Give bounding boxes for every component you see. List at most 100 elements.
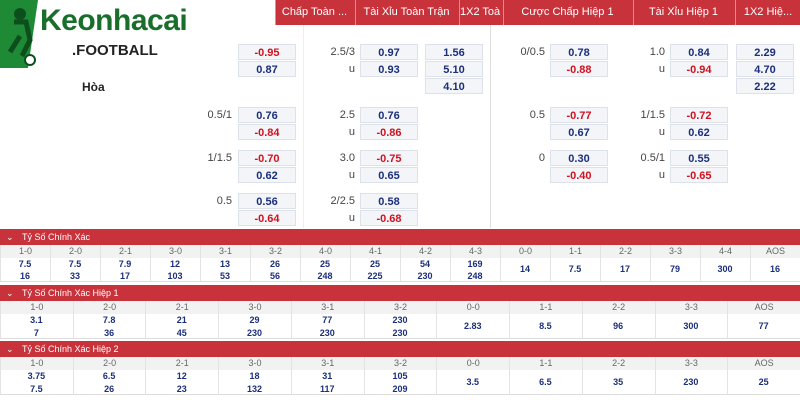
score-odds[interactable]: 13	[219, 259, 230, 269]
score-odds[interactable]: 23	[176, 383, 187, 394]
score-odds[interactable]: 3.1	[30, 315, 43, 325]
odds-cell[interactable]: -0.40	[550, 167, 608, 183]
odds-cell[interactable]: 0.55	[670, 150, 728, 166]
score-odds[interactable]: 25	[319, 259, 330, 269]
line-value: 2/2.5	[330, 195, 355, 207]
score-odds[interactable]: 7.5	[18, 259, 32, 269]
odds-cell[interactable]: -0.64	[238, 210, 296, 226]
score-odds[interactable]: 230	[683, 376, 699, 387]
odds-cell[interactable]: 0.76	[360, 107, 418, 123]
odds-cell[interactable]: -0.75	[360, 150, 418, 166]
odds-cell[interactable]: 4.70	[736, 61, 794, 77]
score-odds[interactable]: 17	[619, 264, 630, 274]
score-odds[interactable]: 25	[369, 259, 380, 269]
odds-cell[interactable]: 0.93	[360, 61, 418, 77]
score-odds[interactable]: 6.5	[539, 376, 552, 387]
odds-cell[interactable]: 0.30	[550, 150, 608, 166]
odds-cell[interactable]: 2.29	[736, 44, 794, 60]
score-odds[interactable]: 7.9	[118, 259, 132, 269]
odds-cell[interactable]: -0.86	[360, 124, 418, 140]
odds-cell[interactable]: -0.65	[670, 167, 728, 183]
odds-cell[interactable]: 0.58	[360, 193, 418, 209]
score-odds[interactable]: 56	[269, 271, 280, 281]
score-odds[interactable]: 300	[717, 264, 733, 274]
section-bar[interactable]	[0, 229, 800, 245]
score-odds[interactable]: 33	[69, 271, 80, 281]
odds-cell[interactable]: 0.67	[550, 124, 608, 140]
score-odds[interactable]: 8.5	[539, 320, 552, 331]
score-odds[interactable]: 12	[169, 259, 180, 269]
score-odds[interactable]: 230	[392, 327, 408, 338]
score-odds[interactable]: 7.5	[568, 264, 582, 274]
odds-cell[interactable]: -0.68	[360, 210, 418, 226]
score-odds[interactable]: 54	[419, 259, 430, 269]
odds-cell[interactable]: 0.84	[670, 44, 728, 60]
odds-cell[interactable]: 4.10	[425, 78, 483, 94]
score-odds[interactable]: 77	[322, 315, 333, 325]
score-label: 0-0	[436, 301, 509, 314]
score-odds[interactable]: 117	[320, 383, 335, 394]
score-odds[interactable]: 225	[367, 271, 383, 281]
score-odds[interactable]: 77	[758, 320, 769, 331]
odds-cell[interactable]: -0.84	[238, 124, 296, 140]
score-odds[interactable]: 132	[247, 383, 263, 394]
score-odds[interactable]: 18	[249, 371, 260, 381]
odds-cell[interactable]: -0.95	[238, 44, 296, 60]
score-odds[interactable]: 12	[176, 371, 187, 381]
odds-cell[interactable]: 0.78	[550, 44, 608, 60]
score-odds[interactable]: 7.8	[102, 315, 116, 325]
odds-cell[interactable]: 0.97	[360, 44, 418, 60]
score-odds[interactable]: 79	[669, 264, 680, 274]
score-odds[interactable]: 248	[467, 271, 483, 281]
score-odds[interactable]: 105	[392, 371, 408, 381]
score-odds[interactable]: 25	[758, 376, 769, 387]
score-odds[interactable]: 7	[33, 327, 39, 338]
score-odds[interactable]: 103	[167, 271, 183, 281]
score-odds[interactable]: 169	[467, 259, 483, 269]
score-odds[interactable]: 96	[613, 320, 624, 331]
score-odds[interactable]: 14	[519, 264, 530, 274]
odds-cell[interactable]: 0.56	[238, 193, 296, 209]
section-bar[interactable]	[0, 341, 800, 357]
score-odds[interactable]: 35	[613, 376, 624, 387]
odds-cell[interactable]: 0.87	[238, 61, 296, 77]
odds-cell[interactable]: -0.88	[550, 61, 608, 77]
score-odds[interactable]: 36	[104, 327, 115, 338]
odds-cell[interactable]: 5.10	[425, 61, 483, 77]
section-bar[interactable]	[0, 285, 800, 301]
odds-cell[interactable]: 0.65	[360, 167, 418, 183]
score-odds[interactable]: 3.75	[27, 371, 46, 381]
score-odds[interactable]: 53	[219, 271, 230, 281]
score-odds[interactable]: 6.5	[102, 371, 116, 381]
score-odds[interactable]: 17	[119, 271, 130, 281]
score-odds[interactable]: 26	[269, 259, 280, 269]
score-odds[interactable]: 230	[392, 315, 408, 325]
score-odds[interactable]: 29	[249, 315, 260, 325]
score-odds[interactable]: 248	[317, 271, 333, 281]
odds-cell[interactable]: -0.94	[670, 61, 728, 77]
odds-cell[interactable]: 0.62	[670, 124, 728, 140]
score-odds[interactable]: 31	[322, 371, 333, 381]
score-odds[interactable]: 230	[247, 327, 263, 338]
score-odds[interactable]: 3.5	[466, 376, 479, 387]
score-odds[interactable]: 16	[769, 264, 780, 274]
odds-cell[interactable]: 0.62	[238, 167, 296, 183]
score-odds[interactable]: 45	[176, 327, 187, 338]
odds-cell[interactable]: -0.70	[238, 150, 296, 166]
score-odds[interactable]: 21	[176, 315, 187, 325]
score-odds[interactable]: 7.5	[68, 259, 82, 269]
odds-cell[interactable]: 1.56	[425, 44, 483, 60]
score-odds[interactable]: 209	[392, 383, 408, 394]
score-odds[interactable]: 26	[104, 383, 115, 394]
odds-cell[interactable]: 0.76	[238, 107, 296, 123]
score-odds[interactable]: 230	[417, 271, 433, 281]
score-odds[interactable]: 7.5	[30, 383, 43, 394]
odds-cell[interactable]: -0.72	[670, 107, 728, 123]
score-odds[interactable]: 230	[319, 327, 335, 338]
odds-cell[interactable]: -0.77	[550, 107, 608, 123]
score-odds[interactable]: 300	[683, 320, 699, 331]
line-value: 3.0	[339, 152, 355, 164]
odds-cell[interactable]: 2.22	[736, 78, 794, 94]
score-odds[interactable]: 2.83	[463, 320, 482, 331]
score-odds[interactable]: 16	[19, 271, 30, 281]
